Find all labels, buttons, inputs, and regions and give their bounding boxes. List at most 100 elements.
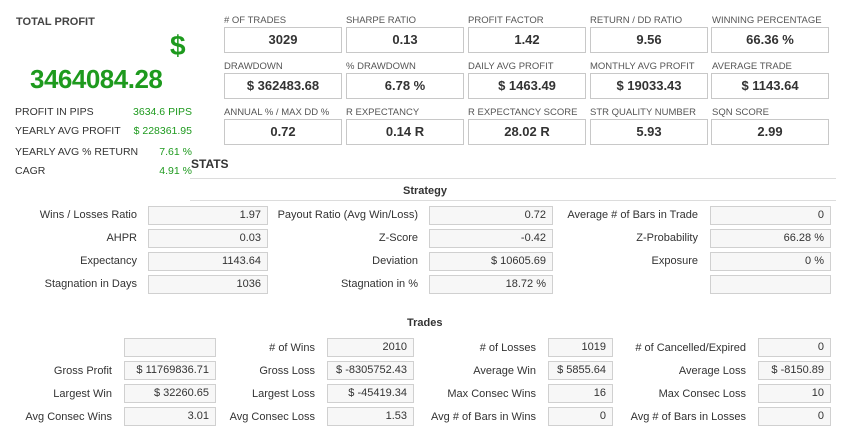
summary-row-cagr: CAGR 4.91 % (15, 165, 192, 183)
trades-value: 3.01 (124, 407, 216, 426)
metric-label: R EXPECTANCY (346, 107, 420, 118)
metric-label: # OF TRADES (224, 15, 287, 26)
trades-label: Largest Win (53, 388, 112, 400)
trades-value: 10 (758, 384, 831, 403)
metric-label: SQN SCORE (712, 107, 770, 118)
summary-value: 7.61 % (159, 146, 192, 158)
metric-label: WINNING PERCENTAGE (712, 15, 822, 26)
total-profit-title: TOTAL PROFIT (16, 16, 95, 28)
metric-value-winning-pct: 66.36 % (711, 27, 829, 53)
trades-value: 16 (548, 384, 613, 403)
strategy-title: Strategy (403, 185, 448, 197)
trades-label: Max Consec Wins (447, 388, 536, 400)
strategy-value: 1036 (148, 275, 268, 294)
metric-value-trades: 3029 (224, 27, 342, 53)
divider (190, 200, 836, 201)
summary-row-yearly-avg-profit: YEARLY AVG PROFIT $ 228361.95 (15, 125, 192, 143)
strategy-value: 0.03 (148, 229, 268, 248)
trades-label: Gross Profit (53, 365, 112, 377)
trades-value: 1.53 (327, 407, 414, 426)
strategy-value (710, 275, 831, 294)
trades-value: 2010 (327, 338, 414, 357)
trades-label: Avg Consec Loss (229, 411, 315, 423)
summary-row-yearly-avg-return: YEARLY AVG % RETURN 7.61 % (15, 146, 192, 164)
trades-value: $ 11769836.71 (124, 361, 216, 380)
trades-label: # of Losses (479, 342, 536, 354)
metric-label: RETURN / DD RATIO (590, 15, 683, 26)
trades-value: 1019 (548, 338, 613, 357)
summary-value: 4.91 % (159, 165, 192, 177)
trades-value: 0 (548, 407, 613, 426)
strategy-label: Wins / Losses Ratio (39, 209, 137, 221)
metric-value-sharpe: 0.13 (346, 27, 464, 53)
metric-label: SHARPE RATIO (346, 15, 417, 26)
currency-symbol: $ (170, 30, 186, 61)
strategy-value: 1.97 (148, 206, 268, 225)
trades-label: # of Cancelled/Expired (635, 342, 746, 354)
metric-label: R EXPECTANCY SCORE (468, 107, 578, 118)
strategy-label: Z-Score (378, 232, 418, 244)
metric-label: ANNUAL % / MAX DD % (224, 107, 330, 118)
summary-label: CAGR (15, 165, 46, 177)
summary-label: YEARLY AVG PROFIT (15, 125, 121, 137)
metric-value-sqn-score: 2.99 (711, 119, 829, 145)
summary-label: YEARLY AVG % RETURN (15, 146, 139, 158)
strategy-value: 66.28 % (710, 229, 831, 248)
trades-value: $ -8150.89 (758, 361, 831, 380)
trades-title: Trades (407, 317, 443, 329)
trades-label: Avg # of Bars in Losses (630, 411, 746, 423)
strategy-label: Payout Ratio (Avg Win/Loss) (277, 209, 418, 221)
strategy-label: Stagnation in Days (44, 278, 137, 290)
strategy-value: 0 (710, 206, 831, 225)
trades-value: 0 (758, 338, 831, 357)
strategy-label: AHPR (106, 232, 137, 244)
metric-value-pct-drawdown: 6.78 % (346, 73, 464, 99)
strategy-value: 1143.64 (148, 252, 268, 271)
trades-label: Average Win (473, 365, 536, 377)
strategy-label: Average # of Bars in Trade (567, 209, 698, 221)
strategy-label: Z-Probability (636, 232, 698, 244)
trades-value: $ -45419.34 (327, 384, 414, 403)
metric-label: % DRAWDOWN (346, 61, 416, 72)
metric-value-daily-avg-profit: $ 1463.49 (468, 73, 586, 99)
metric-label: AVERAGE TRADE (712, 61, 792, 72)
metric-value-str-quality: 5.93 (590, 119, 708, 145)
trades-label: Avg # of Bars in Wins (431, 411, 536, 423)
strategy-label: Exposure (651, 255, 698, 267)
strategy-label: Expectancy (80, 255, 137, 267)
metric-label: STR QUALITY NUMBER (590, 107, 696, 118)
summary-row-profit-pips: PROFIT IN PIPS 3634.6 PIPS (15, 106, 192, 124)
metric-value-r-expectancy-score: 28.02 R (468, 119, 586, 145)
trades-label: Largest Loss (252, 388, 315, 400)
metric-value-return-dd: 9.56 (590, 27, 708, 53)
strategy-value: -0.42 (429, 229, 553, 248)
metric-value-monthly-avg-profit: $ 19033.43 (590, 73, 708, 99)
strategy-value: 0.72 (429, 206, 553, 225)
strategy-value: 0 % (710, 252, 831, 271)
metric-value-annual-max-dd: 0.72 (224, 119, 342, 145)
metric-value-profit-factor: 1.42 (468, 27, 586, 53)
strategy-label: Stagnation in % (340, 278, 418, 290)
trades-label: Gross Loss (259, 365, 315, 377)
divider (190, 178, 836, 179)
summary-value: $ 228361.95 (133, 125, 192, 137)
trades-value: $ 32260.65 (124, 384, 216, 403)
trades-value: $ 5855.64 (548, 361, 613, 380)
stats-title: STATS (191, 157, 229, 171)
total-profit-value: 3464084.28 (30, 64, 163, 94)
strategy-label: Deviation (372, 255, 418, 267)
metric-value-r-expectancy: 0.14 R (346, 119, 464, 145)
trades-label: Max Consec Loss (658, 388, 746, 400)
strategy-value: $ 10605.69 (429, 252, 553, 271)
metric-label: PROFIT FACTOR (468, 15, 544, 26)
trades-value: 0 (758, 407, 831, 426)
trades-label: Avg Consec Wins (25, 411, 112, 423)
metric-label: DRAWDOWN (224, 61, 283, 72)
metric-label: MONTHLY AVG PROFIT (590, 61, 695, 72)
summary-value: 3634.6 PIPS (133, 106, 192, 118)
trades-value: $ -8305752.43 (327, 361, 414, 380)
trades-value (124, 338, 216, 357)
metric-value-drawdown: $ 362483.68 (224, 73, 342, 99)
strategy-value: 18.72 % (429, 275, 553, 294)
trades-label: # of Wins (269, 342, 315, 354)
